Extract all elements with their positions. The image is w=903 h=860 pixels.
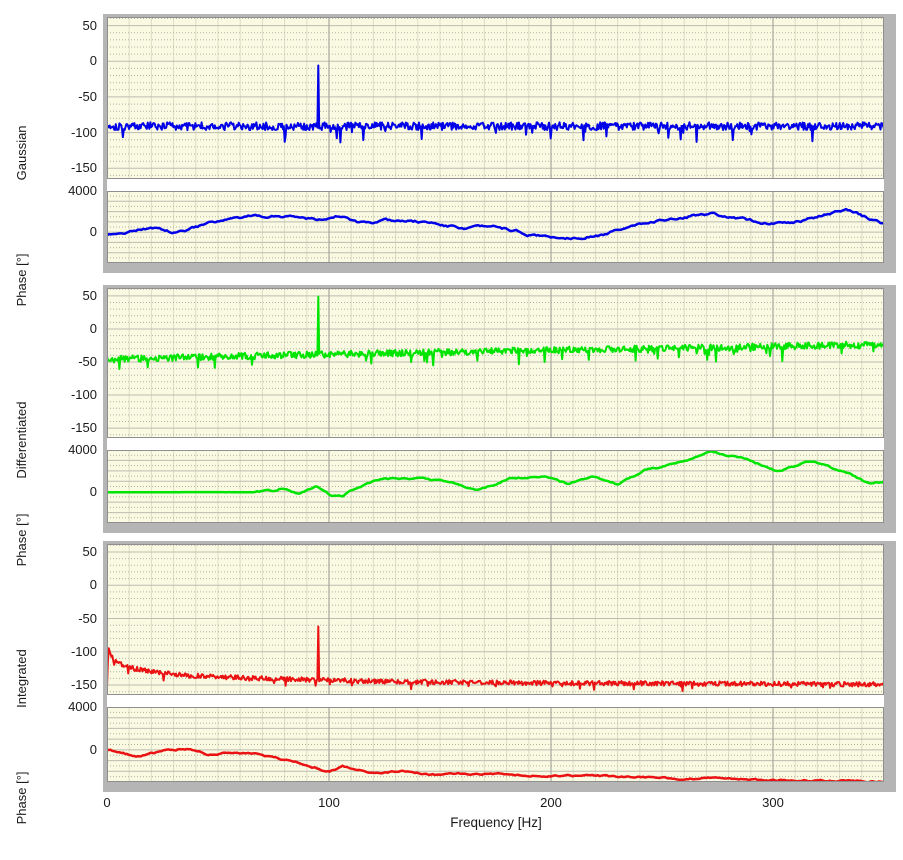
integrated-graph-frame bbox=[103, 541, 896, 792]
chart-canvas bbox=[107, 288, 884, 438]
gaussian-phase-y-axis: Phase [°] 4000 0 bbox=[0, 183, 103, 306]
x-tick-label: 300 bbox=[762, 795, 784, 810]
y-tick-label: 0 bbox=[89, 224, 97, 240]
differentiated-graph-frame bbox=[103, 285, 896, 533]
chart-canvas bbox=[107, 544, 884, 695]
gaussian-graph-frame bbox=[103, 14, 896, 273]
y-tick-label: 0 bbox=[89, 53, 97, 69]
x-axis-title-row: Frequency [Hz] bbox=[107, 814, 885, 836]
y-axis-title-integrated: Integrated bbox=[14, 648, 29, 708]
integrated-phase-y-axis: Phase [°] 4000 0 bbox=[0, 699, 103, 824]
integrated-magnitude-plot-area[interactable] bbox=[107, 544, 884, 695]
y-tick-label: 50 bbox=[82, 17, 97, 33]
y-tick-label: 0 bbox=[89, 741, 97, 757]
chart-canvas bbox=[107, 191, 884, 263]
x-axis-title: Frequency [Hz] bbox=[450, 815, 542, 830]
differentiated-phase-plot-area[interactable] bbox=[107, 450, 884, 523]
plots-stack: Gaussian 50 0 -50 -100 -150 Phase [°] 4000 0 … bbox=[0, 14, 903, 836]
gaussian-magnitude-plot-area[interactable] bbox=[107, 17, 884, 179]
graph-group-differentiated: Differentiated 50 0 -50 -100 -150 Phase [°] … bbox=[0, 285, 903, 566]
chart-canvas bbox=[107, 707, 884, 782]
y-tick-label: 50 bbox=[82, 544, 97, 559]
y-tick-label: -50 bbox=[78, 88, 97, 104]
y-tick-label: -150 bbox=[70, 160, 97, 176]
integrated-phase-plot-area[interactable] bbox=[107, 707, 884, 782]
y-tick-label: 4000 bbox=[68, 442, 97, 457]
integrated-axis-labels: Integrated 50 0 -50 -100 -150 Phase [°] 4000… bbox=[0, 541, 103, 824]
y-tick-label: -50 bbox=[78, 354, 97, 369]
differentiated-y-axis: Differentiated 50 0 -50 -100 -150 bbox=[0, 287, 103, 479]
y-tick-label: -150 bbox=[70, 677, 97, 692]
y-tick-label: -150 bbox=[70, 420, 97, 436]
differentiated-phase-y-axis: Phase [°] 4000 0 bbox=[0, 442, 103, 566]
chart-canvas bbox=[107, 450, 884, 523]
chart-canvas bbox=[107, 17, 884, 179]
y-tick-label: 0 bbox=[89, 483, 97, 499]
gaussian-phase-plot-area[interactable] bbox=[107, 191, 884, 263]
y-tick-label: 4000 bbox=[68, 699, 97, 714]
x-tick-label: 200 bbox=[540, 795, 562, 810]
y-tick-label: 0 bbox=[89, 321, 97, 336]
differentiated-axis-labels: Differentiated 50 0 -50 -100 -150 Phase [°] … bbox=[0, 285, 103, 566]
plot-spacer bbox=[107, 695, 884, 707]
gaussian-y-axis: Gaussian 50 0 -50 -100 -150 bbox=[0, 17, 103, 181]
y-axis-title-phase-3: Phase [°] bbox=[14, 770, 29, 824]
graph-group-integrated: Integrated 50 0 -50 -100 -150 Phase [°] 4000… bbox=[0, 541, 903, 824]
y-tick-label: -50 bbox=[78, 610, 97, 626]
gaussian-axis-labels: Gaussian 50 0 -50 -100 -150 Phase [°] 4000 0 bbox=[0, 14, 103, 307]
x-axis-tick-labels: 0 100 200 300 bbox=[103, 792, 885, 814]
x-tick-label: 100 bbox=[318, 795, 340, 810]
x-tick-label: 0 bbox=[103, 795, 111, 810]
y-tick-label: -100 bbox=[70, 124, 97, 140]
plot-spacer bbox=[107, 438, 884, 450]
y-axis-title-gaussian: Gaussian bbox=[14, 125, 29, 181]
y-tick-label: 50 bbox=[82, 287, 97, 303]
y-tick-label: -100 bbox=[70, 387, 97, 402]
y-tick-label: 4000 bbox=[68, 183, 97, 198]
differentiated-magnitude-plot-area[interactable] bbox=[107, 288, 884, 438]
y-tick-label: -100 bbox=[70, 643, 97, 659]
graph-group-gaussian: Gaussian 50 0 -50 -100 -150 Phase [°] 4000 0 bbox=[0, 14, 903, 307]
plot-spacer bbox=[107, 179, 884, 191]
integrated-y-axis: Integrated 50 0 -50 -100 -150 bbox=[0, 544, 103, 707]
y-tick-label: 0 bbox=[89, 577, 97, 593]
